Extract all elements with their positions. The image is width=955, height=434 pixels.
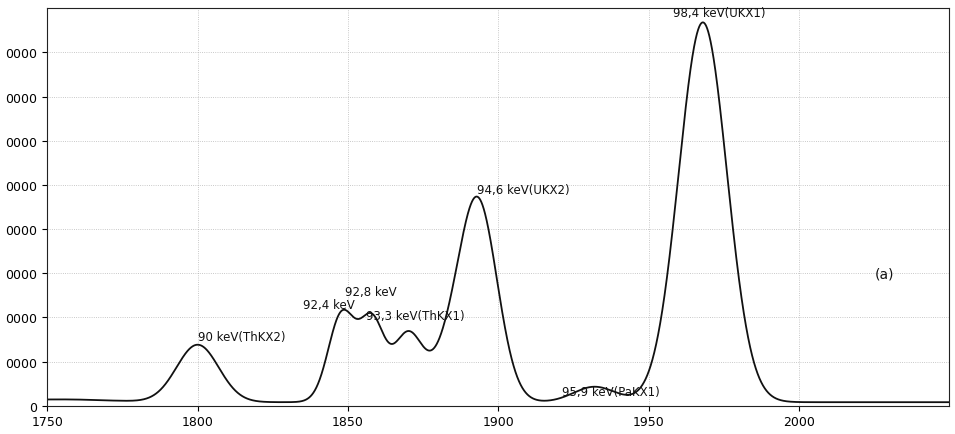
Text: 90 keV(ThKX2): 90 keV(ThKX2) xyxy=(198,330,286,343)
Text: 93,3 keV(ThKX1): 93,3 keV(ThKX1) xyxy=(366,309,465,322)
Text: 95,9 keV(PaKX1): 95,9 keV(PaKX1) xyxy=(562,385,659,398)
Text: (a): (a) xyxy=(874,266,894,281)
Text: 92,8 keV: 92,8 keV xyxy=(345,285,396,298)
Text: 98,4 keV(UKX1): 98,4 keV(UKX1) xyxy=(672,7,765,20)
Text: 92,4 keV: 92,4 keV xyxy=(303,298,354,311)
Text: 94,6 keV(UKX2): 94,6 keV(UKX2) xyxy=(478,184,570,197)
